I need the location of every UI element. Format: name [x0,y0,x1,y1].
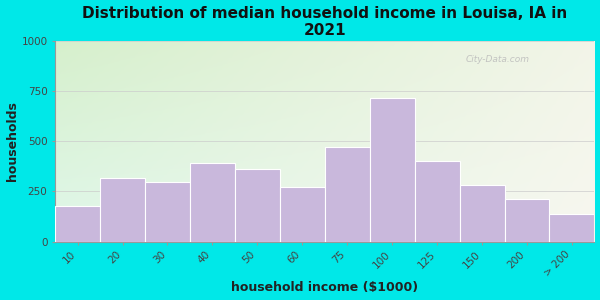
Bar [235,169,280,242]
Y-axis label: households: households [5,101,19,181]
Bar [190,163,235,242]
Title: Distribution of median household income in Louisa, IA in
2021: Distribution of median household income … [82,6,568,38]
Bar [55,206,100,242]
Bar [100,178,145,242]
Text: City-Data.com: City-Data.com [466,55,529,64]
Bar [325,147,370,242]
X-axis label: household income ($1000): household income ($1000) [231,281,418,294]
Bar [145,182,190,242]
Bar [415,161,460,242]
Bar [550,214,595,242]
Bar [460,185,505,242]
Bar [280,187,325,242]
Bar [505,200,550,242]
Bar [370,98,415,242]
